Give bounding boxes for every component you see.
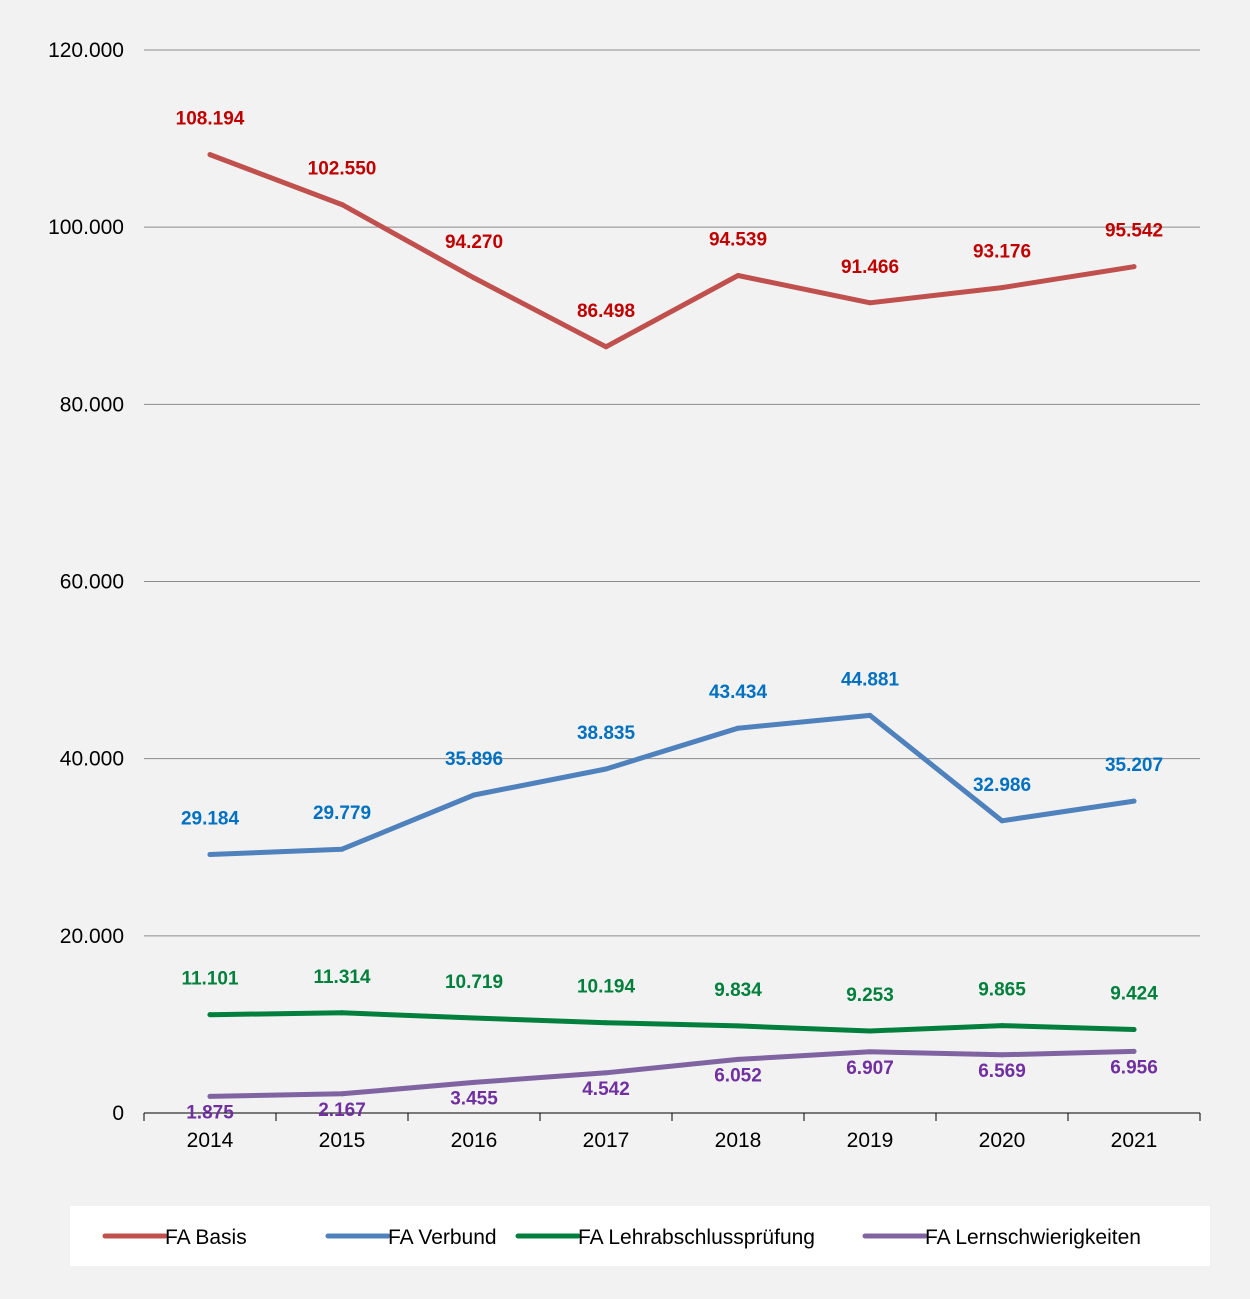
data-point-fa-verbund-2018 (735, 725, 741, 731)
series-line-fa-lernschwierigkeiten (207, 1048, 1137, 1099)
data-point-fa-verbund-2019 (867, 712, 873, 718)
y-tick-label: 80.000 (60, 393, 124, 416)
data-label-fa-verbund-2019: 44.881 (841, 669, 900, 690)
data-point-fa-verbund-2020 (999, 818, 1005, 824)
data-label-fa-lernschwierigkeiten-2020: 6.569 (978, 1061, 1026, 1082)
data-label-fa-lernschwierigkeiten-2015: 2.167 (318, 1100, 366, 1121)
data-point-fa-verbund-2021 (1131, 798, 1137, 804)
y-tick-label: 20.000 (60, 925, 124, 948)
gridlines (144, 49, 1200, 937)
y-tick-label: 120.000 (48, 39, 124, 62)
x-tick-label-2020: 2020 (979, 1129, 1026, 1152)
data-point-fa-lernschwierigkeiten-2020 (999, 1052, 1005, 1058)
x-tick-label-2021: 2021 (1111, 1129, 1158, 1152)
data-point-fa-lernschwierigkeiten-2017 (603, 1070, 609, 1076)
legend-box (70, 1206, 1210, 1266)
legend-item-fa-basis: FA Basis (102, 1226, 247, 1249)
data-point-fa-verbund-2014 (207, 851, 213, 857)
data-label-fa-verbund-2018: 43.434 (709, 682, 768, 703)
data-point-fa-lehrabschlussprüfung-2018 (735, 1023, 741, 1029)
data-point-fa-basis-2021 (1131, 264, 1137, 270)
data-point-fa-lehrabschlussprüfung-2017 (603, 1020, 609, 1026)
data-label-fa-basis-2021: 95.542 (1105, 221, 1163, 242)
data-label-fa-lernschwierigkeiten-2018: 6.052 (714, 1065, 762, 1086)
data-label-fa-lehrabschlussprüfung-2015: 11.314 (313, 967, 370, 988)
data-point-fa-basis-2016 (471, 275, 477, 281)
data-point-fa-lernschwierigkeiten-2015 (339, 1091, 345, 1097)
data-label-fa-verbund-2017: 38.835 (577, 723, 636, 744)
legend-item-fa-lehrabschlussprüfung: FA Lehrabschlussprüfung (515, 1226, 815, 1249)
x-tick-label-2014: 2014 (187, 1129, 234, 1152)
data-label-fa-verbund-2015: 29.779 (313, 803, 371, 824)
data-point-fa-lehrabschlussprüfung-2021 (1131, 1027, 1137, 1033)
y-tick-label: 60.000 (60, 571, 124, 594)
data-label-fa-lehrabschlussprüfung-2019: 9.253 (846, 985, 894, 1006)
legend-label: FA Basis (165, 1226, 247, 1249)
data-label-fa-lehrabschlussprüfung-2017: 10.194 (577, 977, 636, 998)
data-point-fa-lernschwierigkeiten-2019 (867, 1049, 873, 1055)
data-point-fa-lehrabschlussprüfung-2016 (471, 1015, 477, 1021)
data-label-fa-basis-2016: 94.270 (445, 232, 503, 253)
data-label-fa-verbund-2021: 35.207 (1105, 755, 1163, 776)
data-point-fa-basis-2019 (867, 300, 873, 306)
data-label-fa-lernschwierigkeiten-2019: 6.907 (846, 1058, 894, 1079)
data-point-fa-basis-2014 (207, 152, 213, 158)
series-line-fa-lehrabschlussprüfung (207, 1010, 1137, 1034)
data-label-fa-basis-2015: 102.550 (308, 159, 377, 180)
legend-item-fa-lernschwierigkeiten: FA Lernschwierigkeiten (862, 1226, 1141, 1249)
data-label-fa-lehrabschlussprüfung-2014: 11.101 (181, 969, 238, 990)
data-point-fa-basis-2018 (735, 273, 741, 279)
data-point-fa-lernschwierigkeiten-2014 (207, 1093, 213, 1099)
legend-item-fa-verbund: FA Verbund (325, 1226, 497, 1249)
legend-label: FA Lernschwierigkeiten (925, 1226, 1141, 1249)
data-label-fa-lehrabschlussprüfung-2021: 9.424 (1110, 984, 1158, 1005)
data-label-fa-lernschwierigkeiten-2016: 3.455 (450, 1088, 498, 1109)
x-tick-label-2019: 2019 (847, 1129, 894, 1152)
axes: 0 20.000 40.000 60.000 80.000 100.000 120.000 2… (48, 39, 1201, 1152)
data-label-fa-lernschwierigkeiten-2017: 4.542 (582, 1079, 630, 1100)
data-point-fa-lernschwierigkeiten-2016 (471, 1079, 477, 1085)
data-point-fa-verbund-2017 (603, 766, 609, 772)
data-label-fa-basis-2020: 93.176 (973, 242, 1031, 263)
x-tick-label-2015: 2015 (319, 1129, 366, 1152)
data-labels: 108.194 102.550 94.270 86.498 94.539 91.466 93… (176, 109, 1163, 1124)
legend-label: FA Verbund (388, 1226, 497, 1249)
series-line-fa-verbund (207, 712, 1137, 857)
data-point-fa-lehrabschlussprüfung-2019 (867, 1028, 873, 1034)
data-label-fa-lehrabschlussprüfung-2018: 9.834 (714, 980, 762, 1001)
line-chart: 0 20.000 40.000 60.000 80.000 100.000 120.000 2… (48, 39, 1210, 1266)
data-label-fa-lehrabschlussprüfung-2016: 10.719 (445, 972, 503, 993)
data-point-fa-verbund-2016 (471, 792, 477, 798)
data-point-fa-lernschwierigkeiten-2018 (735, 1056, 741, 1062)
data-point-fa-basis-2020 (999, 285, 1005, 291)
legend-label: FA Lehrabschlussprüfung (578, 1226, 815, 1249)
y-tick-label: 40.000 (60, 748, 124, 771)
y-tick-label: 0 (112, 1102, 124, 1125)
data-label-fa-basis-2017: 86.498 (577, 301, 635, 322)
data-label-fa-basis-2018: 94.539 (709, 230, 767, 251)
data-point-fa-basis-2015 (339, 202, 345, 208)
data-label-fa-lernschwierigkeiten-2014: 1.875 (186, 1102, 234, 1123)
x-tick-label-2017: 2017 (583, 1129, 630, 1152)
data-point-fa-lehrabschlussprüfung-2020 (999, 1023, 1005, 1029)
data-label-fa-basis-2019: 91.466 (841, 257, 899, 278)
data-point-fa-lehrabschlussprüfung-2014 (207, 1012, 213, 1018)
data-label-fa-basis-2014: 108.194 (176, 109, 245, 130)
data-point-fa-basis-2017 (603, 344, 609, 350)
series-lines (207, 152, 1137, 1099)
data-label-fa-lernschwierigkeiten-2021: 6.956 (1110, 1057, 1158, 1078)
data-point-fa-verbund-2015 (339, 846, 345, 852)
data-point-fa-lehrabschlussprüfung-2015 (339, 1010, 345, 1016)
legend: FA Basis FA Verbund FA Lehrabschlussprüfun… (70, 1206, 1210, 1266)
series-line-fa-basis (207, 152, 1137, 350)
x-tick-label-2016: 2016 (451, 1129, 498, 1152)
data-label-fa-verbund-2014: 29.184 (181, 808, 240, 829)
data-label-fa-verbund-2020: 32.986 (973, 775, 1031, 796)
data-label-fa-verbund-2016: 35.896 (445, 749, 503, 770)
chart-frame: 0 20.000 40.000 60.000 80.000 100.000 120.000 2… (10, 10, 1240, 1289)
y-tick-label: 100.000 (48, 216, 124, 239)
data-point-fa-lernschwierigkeiten-2021 (1131, 1048, 1137, 1054)
data-label-fa-lehrabschlussprüfung-2020: 9.865 (978, 980, 1026, 1001)
x-tick-label-2018: 2018 (715, 1129, 762, 1152)
